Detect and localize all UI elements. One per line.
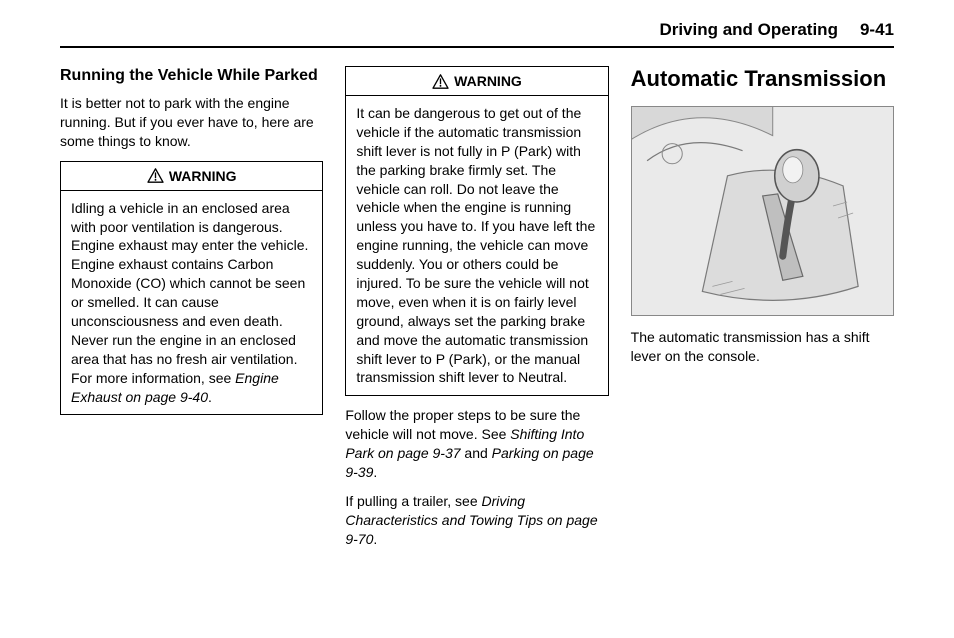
text-part: . xyxy=(373,464,377,480)
shift-lever-image xyxy=(631,106,894,316)
transmission-caption: The automatic transmission has a shift l… xyxy=(631,328,894,366)
follow-steps-paragraph: Follow the proper steps to be sure the v… xyxy=(345,406,608,482)
text-part: If pulling a trailer, see xyxy=(345,493,481,509)
column-2: WARNING It can be dangerous to get out o… xyxy=(345,66,608,559)
running-parked-heading: Running the Vehicle While Parked xyxy=(60,66,323,86)
warning-triangle-icon xyxy=(432,74,449,89)
column-3: Automatic Transmission xyxy=(631,66,894,559)
warning-box-idling: WARNING Idling a vehicle in an enclosed … xyxy=(60,161,323,416)
warning-header: WARNING xyxy=(61,162,322,191)
column-1: Running the Vehicle While Parked It is b… xyxy=(60,66,323,559)
warning-triangle-icon xyxy=(147,168,164,183)
running-parked-intro: It is better not to park with the engine… xyxy=(60,94,323,151)
page-header: Driving and Operating 9-41 xyxy=(60,20,894,48)
header-page-number: 9-41 xyxy=(860,20,894,40)
warning-text-part: Idling a vehicle in an enclosed area wit… xyxy=(71,200,308,386)
text-part: . xyxy=(373,531,377,547)
warning-text-part: . xyxy=(208,389,212,405)
automatic-transmission-heading: Automatic Transmission xyxy=(631,66,894,92)
warning-body-park: It can be dangerous to get out of the ve… xyxy=(346,96,607,395)
warning-label: WARNING xyxy=(454,73,522,89)
warning-box-park: WARNING It can be dangerous to get out o… xyxy=(345,66,608,396)
trailer-paragraph: If pulling a trailer, see Driving Charac… xyxy=(345,492,608,549)
warning-body-idling: Idling a vehicle in an enclosed area wit… xyxy=(61,191,322,415)
content-columns: Running the Vehicle While Parked It is b… xyxy=(60,66,894,559)
text-part: and xyxy=(461,445,492,461)
header-section-title: Driving and Operating xyxy=(659,20,838,40)
warning-label: WARNING xyxy=(169,168,237,184)
warning-header: WARNING xyxy=(346,67,607,96)
